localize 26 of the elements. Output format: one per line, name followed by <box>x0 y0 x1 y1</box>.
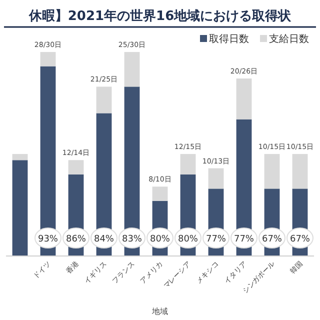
bar <box>12 160 28 256</box>
bar <box>96 86 112 114</box>
x-axis-title: 地域 <box>151 307 168 316</box>
annotation: 77% <box>234 234 254 244</box>
legend-label: 支給日数 <box>269 33 309 45</box>
annotation: 93% <box>38 234 58 244</box>
bar <box>264 154 280 189</box>
chart-title: 休暇】2021年の世界16地域における取得状 <box>28 8 292 24</box>
bar <box>236 78 252 120</box>
bar <box>180 154 196 174</box>
annotation: 83% <box>122 234 142 244</box>
bar <box>292 154 308 189</box>
annotation: 80% <box>178 234 198 244</box>
annotation: 80% <box>150 234 170 244</box>
legend-label: 取得日数 <box>209 34 249 45</box>
bar <box>12 154 28 160</box>
annotation: 67% <box>262 234 282 244</box>
annotation: 67% <box>290 234 310 244</box>
bar <box>40 52 56 66</box>
annotation: 77% <box>206 234 226 244</box>
bar <box>208 168 224 189</box>
annotation: 86% <box>66 234 86 244</box>
annotation: 84% <box>94 234 114 244</box>
bar <box>152 186 168 201</box>
bar <box>68 160 84 174</box>
bar <box>124 52 140 87</box>
